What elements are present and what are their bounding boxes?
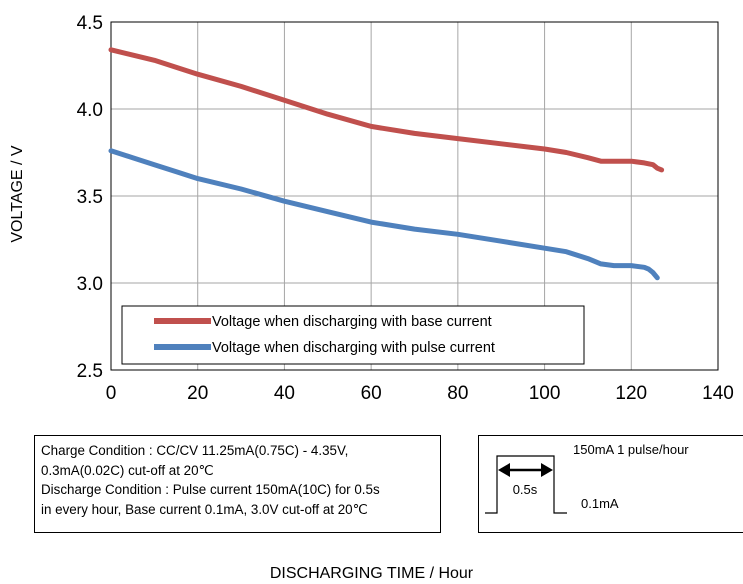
legend-label-base-current: Voltage when discharging with base curre…: [212, 314, 492, 330]
pulse-diagram-box: 0.5s 150mA 1 pulse/hour 0.1mA: [478, 435, 743, 533]
discharge-condition-line-1: Discharge Condition : Pulse current 150m…: [41, 482, 380, 497]
series-line-base-current: [108, 47, 665, 173]
y-axis-title: VOLTAGE / V: [9, 145, 26, 243]
y-axis-ticks: 2.5 3.0 3.5 4.0 4.5: [77, 13, 103, 382]
x-axis-ticks: 0 20 40 60 80 100 120 140: [106, 383, 734, 404]
legend-label-pulse-current: Voltage when discharging with pulse curr…: [212, 340, 495, 356]
series-line-pulse-current: [108, 148, 660, 281]
chart-canvas: 0 20 40 60 80 100 120 140 2.5 3.0 3.5 4.0 4.5 VOLTA…: [9, 13, 734, 404]
x-tick-label: 100: [529, 383, 561, 404]
legend: Voltage when discharging with base curre…: [121, 305, 585, 365]
pulse-waveform: 0.5s 150mA 1 pulse/hour 0.1mA: [485, 442, 689, 514]
x-tick-label: 60: [361, 383, 382, 404]
y-tick-label: 4.0: [77, 100, 103, 121]
charge-condition-line-2: 0.3mA(0.02C) cut-off at 20℃: [41, 462, 214, 478]
x-tick-label: 0: [106, 383, 117, 404]
charge-condition-line-1: Charge Condition : CC/CV 11.25mA(0.75C) …: [41, 443, 349, 458]
x-tick-label: 140: [702, 383, 734, 404]
y-tick-label: 4.5: [77, 13, 103, 34]
legend-frame: [121, 305, 585, 365]
x-tick-label: 40: [274, 383, 295, 404]
pulse-peak-label: 150mA 1 pulse/hour: [573, 442, 689, 457]
base-current-label: 0.1mA: [581, 496, 619, 511]
series-layer: [108, 47, 665, 281]
pulse-waveform-line: [485, 455, 567, 514]
x-axis-title: DISCHARGING TIME / Hour: [269, 565, 474, 582]
x-tick-label: 20: [187, 383, 208, 404]
x-tick-label: 80: [447, 383, 468, 404]
pulse-duration-label: 0.5s: [513, 482, 538, 497]
plot-area-frame: [110, 21, 719, 371]
x-tick-label: 120: [615, 383, 647, 404]
y-tick-label: 2.5: [77, 361, 103, 382]
duration-arrow-left-head: [498, 463, 510, 477]
discharge-condition-line-2: in every hour, Base current 0.1mA, 3.0V …: [41, 501, 368, 517]
test-conditions-box: Charge Condition : CC/CV 11.25mA(0.75C) …: [34, 435, 441, 533]
y-tick-label: 3.0: [77, 274, 103, 295]
duration-arrow-right-head: [541, 463, 553, 477]
y-tick-label: 3.5: [77, 187, 103, 208]
